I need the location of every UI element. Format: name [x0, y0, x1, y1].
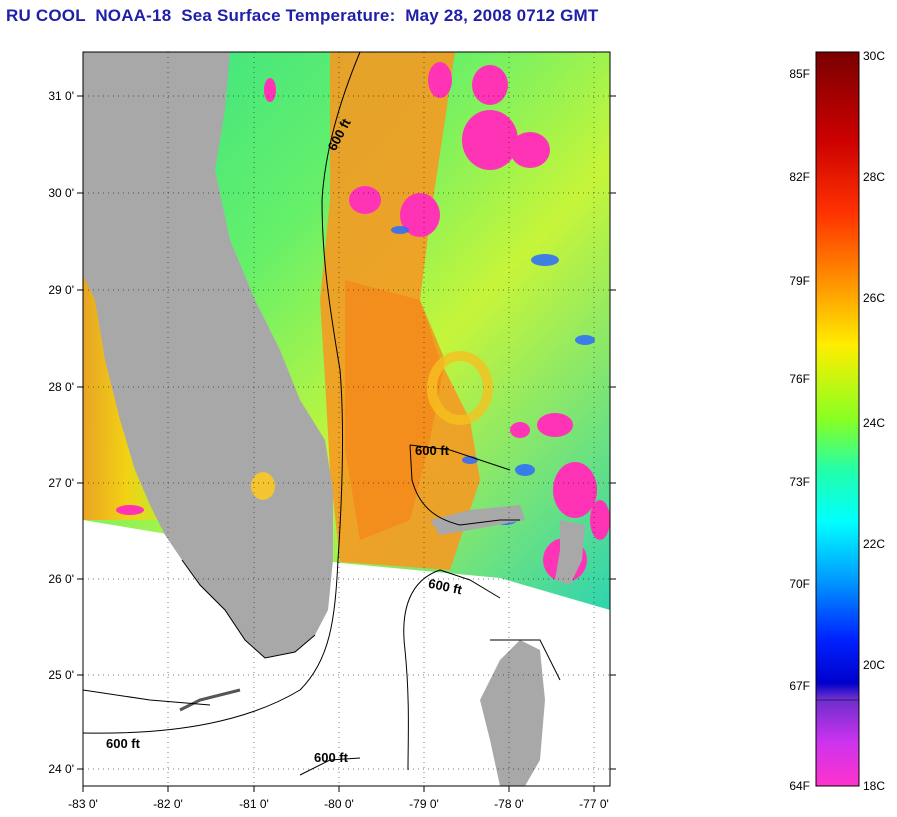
lon-label: -80 0'	[324, 797, 354, 811]
lon-label: -81 0'	[239, 797, 269, 811]
temperature-colorbar: 85F 82F 79F 76F 73F 70F 67F 64F 30C 28C …	[789, 49, 885, 793]
grand-bahama	[430, 505, 525, 535]
fahrenheit-label: 85F	[789, 67, 810, 81]
fahrenheit-label: 70F	[789, 577, 810, 591]
lat-label: 28 0'	[48, 380, 74, 394]
lat-label: 25 0'	[48, 668, 74, 682]
lat-label: 27 0'	[48, 476, 74, 490]
celsius-label: 28C	[863, 170, 885, 184]
cloud-patches	[116, 62, 610, 582]
great-abaco	[555, 520, 585, 585]
lat-label: 26 0'	[48, 572, 74, 586]
lat-label: 31 0'	[48, 89, 74, 103]
andros-island	[480, 640, 545, 786]
map-title: RU COOL NOAA-18 Sea Surface Temperature:…	[6, 6, 599, 25]
celsius-label: 26C	[863, 291, 885, 305]
lake-okeechobee	[251, 472, 275, 500]
fahrenheit-label: 64F	[789, 779, 810, 793]
fahrenheit-label: 76F	[789, 372, 810, 386]
lat-label: 29 0'	[48, 283, 74, 297]
lon-label: -82 0'	[153, 797, 183, 811]
lon-label: -83 0'	[68, 797, 98, 811]
celsius-label: 20C	[863, 658, 885, 672]
lon-label: -79 0'	[409, 797, 439, 811]
isobath-label: 600 ft	[427, 576, 464, 598]
celsius-label: 22C	[863, 537, 885, 551]
map-frame	[82, 51, 611, 787]
isobath-label: 600 ft	[314, 750, 349, 765]
colorbar-celsius: 30C 28C 26C 24C 22C 20C 18C	[863, 49, 885, 793]
celsius-label: 30C	[863, 49, 885, 63]
isobath-label: 600 ft	[415, 443, 450, 458]
fahrenheit-label: 82F	[789, 170, 810, 184]
longitude-axis: -83 0' -82 0' -81 0' -80 0' -79 0' -78 0…	[68, 797, 609, 811]
fahrenheit-label: 79F	[789, 274, 810, 288]
latitude-axis: 31 0' 30 0' 29 0' 28 0' 27 0' 26 0' 25 0…	[48, 89, 74, 776]
celsius-label: 18C	[863, 779, 885, 793]
fahrenheit-label: 73F	[789, 475, 810, 489]
lat-label: 30 0'	[48, 186, 74, 200]
florida-land	[83, 52, 333, 658]
celsius-label: 24C	[863, 416, 885, 430]
isobath-label: 600 ft	[106, 736, 141, 751]
lat-label: 24 0'	[48, 762, 74, 776]
colorbar-fahrenheit: 85F 82F 79F 76F 73F 70F 67F 64F	[789, 67, 810, 793]
lon-label: -78 0'	[494, 797, 524, 811]
lon-label: -77 0'	[579, 797, 609, 811]
fahrenheit-label: 67F	[789, 679, 810, 693]
